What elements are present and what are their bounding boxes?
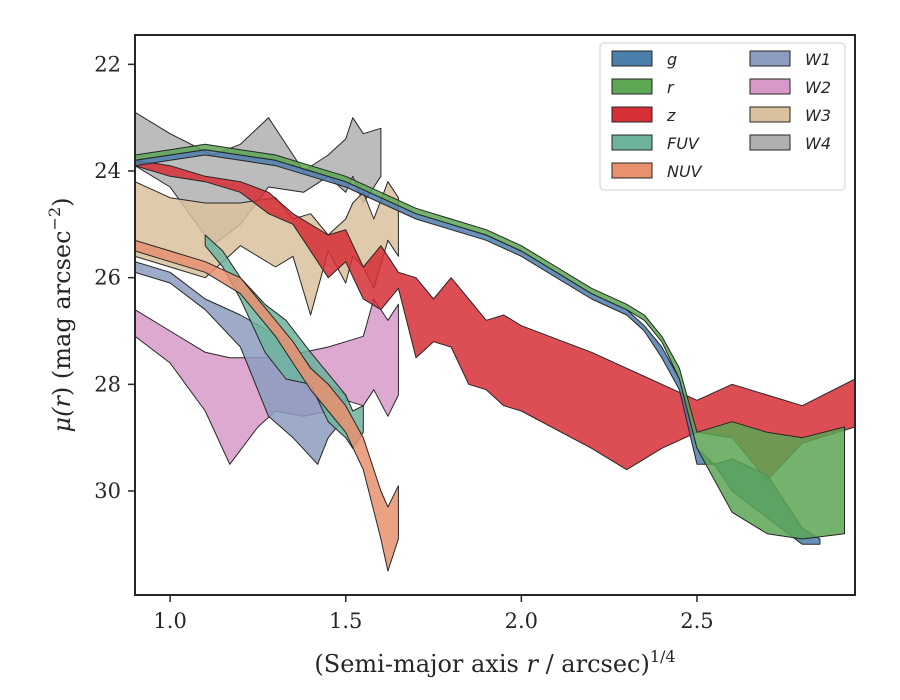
y-tick-label: 30 — [94, 479, 121, 503]
y-tick-label: 26 — [94, 266, 121, 290]
legend-label-W1: W1 — [805, 50, 831, 69]
legend-swatch-W1 — [749, 50, 791, 67]
legend-swatch-W4 — [749, 134, 791, 151]
legend-label-z: z — [666, 106, 676, 125]
x-axis-label: (Semi-major axis r / arcsec)1/4 — [314, 647, 675, 678]
series-band-NUV — [135, 239, 399, 572]
x-tick-label: 1.5 — [329, 609, 362, 633]
y-tick-label: 22 — [94, 52, 121, 76]
series-band-z — [135, 159, 855, 481]
x-tick-label: 2.5 — [680, 609, 713, 633]
legend-swatch-r — [611, 78, 653, 95]
series-layer — [135, 111, 855, 572]
legend-label-g: g — [667, 50, 677, 69]
ticks-layer: 1.0 1.5 2.0 2.5 22 24 26 28 30 — [94, 52, 713, 633]
legend-swatch-FUV — [611, 134, 653, 151]
legend-label-FUV: FUV — [667, 134, 700, 153]
x-tick-label: 1.0 — [153, 609, 186, 633]
legend-swatch-W3 — [749, 106, 791, 123]
legend-swatch-NUV — [611, 162, 653, 179]
legend-swatch-z — [611, 106, 653, 123]
legend-label-r: r — [667, 78, 675, 97]
y-tick-label: 24 — [94, 159, 121, 183]
plot-frame — [134, 34, 856, 596]
legend-swatch-W2 — [749, 78, 791, 95]
legend: grz FUV NUV W1 W2 W3 W4 — [599, 42, 846, 191]
x-tick-label: 2.0 — [505, 609, 538, 633]
legend-label-W3: W3 — [805, 106, 831, 125]
legend-label-NUV: NUV — [667, 162, 703, 181]
y-tick-label: 28 — [94, 372, 121, 396]
legend-swatch-g — [611, 50, 653, 67]
series-band-r — [135, 143, 845, 540]
legend-label-W4: W4 — [805, 134, 831, 153]
y-axis-label: μ(r) (mag arcsec−2) — [45, 197, 76, 432]
legend-label-W2: W2 — [805, 78, 831, 97]
